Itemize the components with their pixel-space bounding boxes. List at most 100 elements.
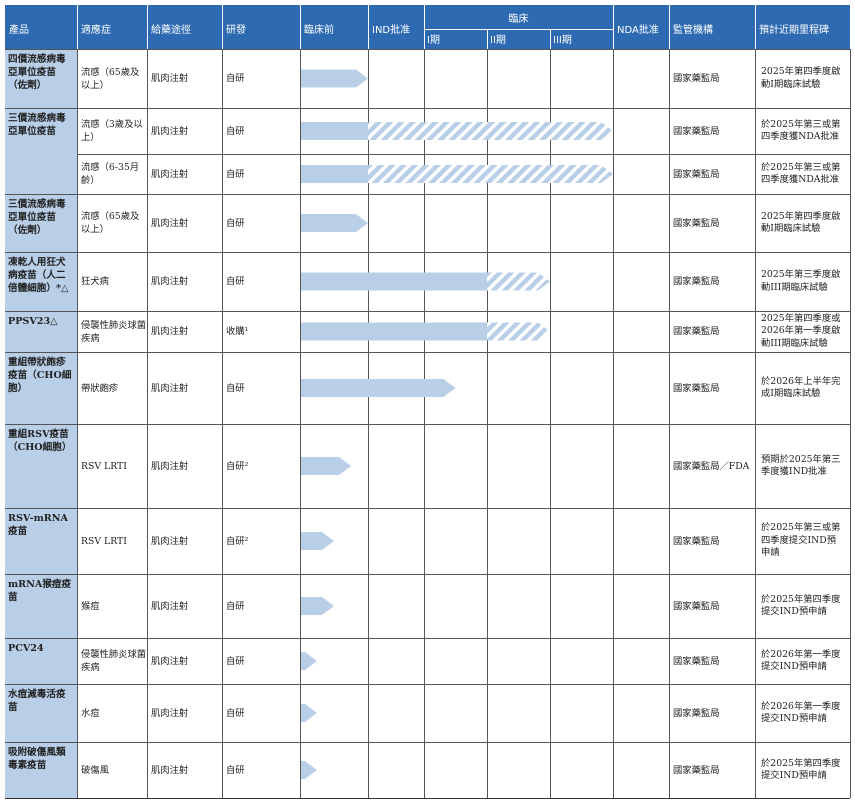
cell-regulator: 國家藥監局／FDA xyxy=(673,460,750,472)
cell-milestone: 預期於2025年第三季度獲IND批准 xyxy=(761,453,841,478)
header-phase3-label: III期 xyxy=(553,35,572,46)
col-divider xyxy=(487,49,488,798)
cell-regulator: 國家藥監局 xyxy=(673,764,720,776)
progress-bar xyxy=(301,532,334,550)
product-name: 吸附破傷風類毒素疫苗 xyxy=(5,743,77,798)
progress-bar xyxy=(301,272,550,291)
cell-rnd: 自研 xyxy=(226,276,245,287)
progress-bar-arrow xyxy=(301,761,317,779)
progress-bar-arrow xyxy=(301,214,368,232)
col-divider xyxy=(755,49,756,798)
cell-route: 肌肉注射 xyxy=(151,73,189,84)
header-col-divider xyxy=(222,5,223,49)
cell-route: 肌肉注射 xyxy=(151,535,189,547)
header-nda-label: NDA批准 xyxy=(617,25,659,36)
cell-indication: 流感（65歲及以上） xyxy=(81,66,140,91)
cell-milestone: 2025年第三季度啟動III期臨床試驗 xyxy=(761,269,841,293)
row-divider xyxy=(5,574,850,575)
cell-regulator: 國家藥監局 xyxy=(673,73,720,84)
progress-bar-arrow xyxy=(301,532,334,550)
header-col-divider xyxy=(147,5,148,49)
header-clinical-label: 臨床 xyxy=(508,14,529,25)
header-product: 產品 xyxy=(5,5,77,49)
header-phase1: I期 xyxy=(424,29,487,49)
header-nda: NDA批准 xyxy=(613,5,669,49)
header-ind: IND批准 xyxy=(368,5,424,49)
header-clinical: 臨床 xyxy=(424,5,613,29)
col-divider xyxy=(147,49,148,798)
row-divider xyxy=(5,742,850,743)
cell-route: 肌肉注射 xyxy=(151,707,189,719)
cell-route: 肌肉注射 xyxy=(151,382,189,394)
cell-indication: RSV LRTI xyxy=(81,535,127,547)
header-milestone: 預計近期里程碑 xyxy=(755,5,850,49)
product-name: 四價流感病毒亞單位疫苗（佐劑） xyxy=(5,50,77,108)
progress-bar xyxy=(301,165,613,183)
col-divider xyxy=(222,49,223,798)
cell-regulator: 國家藥監局 xyxy=(673,707,720,719)
cell-regulator: 國家藥監局 xyxy=(673,125,720,137)
product-name: 三價流感病毒亞單位疫苗（佐劑） xyxy=(5,195,77,252)
progress-bar xyxy=(301,379,456,397)
cell-route: 肌肉注射 xyxy=(151,460,189,472)
cell-rnd: 自研 xyxy=(226,655,245,667)
cell-route: 肌肉注射 xyxy=(151,764,189,776)
col-divider xyxy=(669,49,670,798)
header-rnd: 研發 xyxy=(222,5,300,49)
row-divider xyxy=(5,194,850,195)
product-name: PPSV23△ xyxy=(5,312,77,352)
header-route-label: 給藥途徑 xyxy=(151,25,191,36)
cell-indication: 流感（6-35月齡） xyxy=(81,162,140,186)
progress-bar-arrow xyxy=(301,457,351,475)
cell-indication: RSV LRTI xyxy=(81,460,127,472)
progress-bar-arrow xyxy=(301,69,368,88)
cell-milestone: 於2025年第三或第四季度提交IND預申請 xyxy=(761,522,841,559)
cell-regulator: 國家藥監局 xyxy=(673,382,720,394)
header-col-divider xyxy=(755,5,756,49)
cell-milestone: 2025年第四季度啟動I期臨床試驗 xyxy=(761,210,841,235)
col-divider xyxy=(550,49,551,798)
row-divider xyxy=(5,508,850,509)
cell-regulator: 國家藥監局 xyxy=(673,326,720,337)
header-preclinical: 臨床前 xyxy=(300,5,368,49)
cell-milestone: 2025年第四季度啟動I期臨床試驗 xyxy=(761,66,841,90)
cell-rnd: 自研 xyxy=(226,382,245,394)
product-name: 三價流感病毒亞單位疫苗 xyxy=(5,109,77,194)
progress-bar-hatched xyxy=(368,122,613,140)
product-name: mRNA猴痘疫苗 xyxy=(5,575,77,638)
header-phase-divider xyxy=(487,29,488,49)
cell-milestone: 於2025年第三或第四季度獲NDA批准 xyxy=(761,161,841,186)
header-preclinical-label: 臨床前 xyxy=(304,25,334,36)
cell-regulator: 國家藥監局 xyxy=(673,535,720,547)
row-divider xyxy=(5,49,850,50)
cell-indication: 流感（65歲及以上） xyxy=(81,211,140,235)
progress-bar xyxy=(301,761,317,779)
progress-bar-solid xyxy=(301,322,487,341)
header-route: 給藥途徑 xyxy=(147,5,222,49)
row-divider xyxy=(5,108,850,109)
cell-rnd: 自研 xyxy=(226,707,245,719)
cell-regulator: 國家藥監局 xyxy=(673,217,720,229)
product-name: 水痘減毒活疫苗 xyxy=(5,685,77,742)
cell-rnd: 自研 xyxy=(226,764,245,776)
cell-milestone: 於2026年第一季度提交IND預申請 xyxy=(761,648,841,673)
progress-bar-arrow xyxy=(301,704,317,722)
header-col-divider xyxy=(669,5,670,49)
progress-bar xyxy=(301,457,351,475)
cell-milestone: 於2026年上半年完成I期臨床試驗 xyxy=(761,375,841,400)
cell-indication: 流感（3歲及以上） xyxy=(81,119,143,143)
cell-regulator: 國家藥監局 xyxy=(673,168,720,180)
cell-route: 肌肉注射 xyxy=(151,217,189,229)
header-clinical-divider xyxy=(424,29,613,30)
cell-rnd: 自研 xyxy=(226,73,245,84)
cell-indication: 侵襲性肺炎球菌疾病 xyxy=(81,649,147,673)
header-rnd-label: 研發 xyxy=(226,25,246,36)
row-divider xyxy=(5,252,850,253)
progress-bar xyxy=(301,322,550,341)
header-col-divider xyxy=(424,5,425,49)
header-phase2-label: II期 xyxy=(490,35,506,46)
cell-route: 肌肉注射 xyxy=(151,655,189,667)
header-phase1-label: I期 xyxy=(427,35,440,46)
progress-bar-hatched xyxy=(368,165,613,183)
